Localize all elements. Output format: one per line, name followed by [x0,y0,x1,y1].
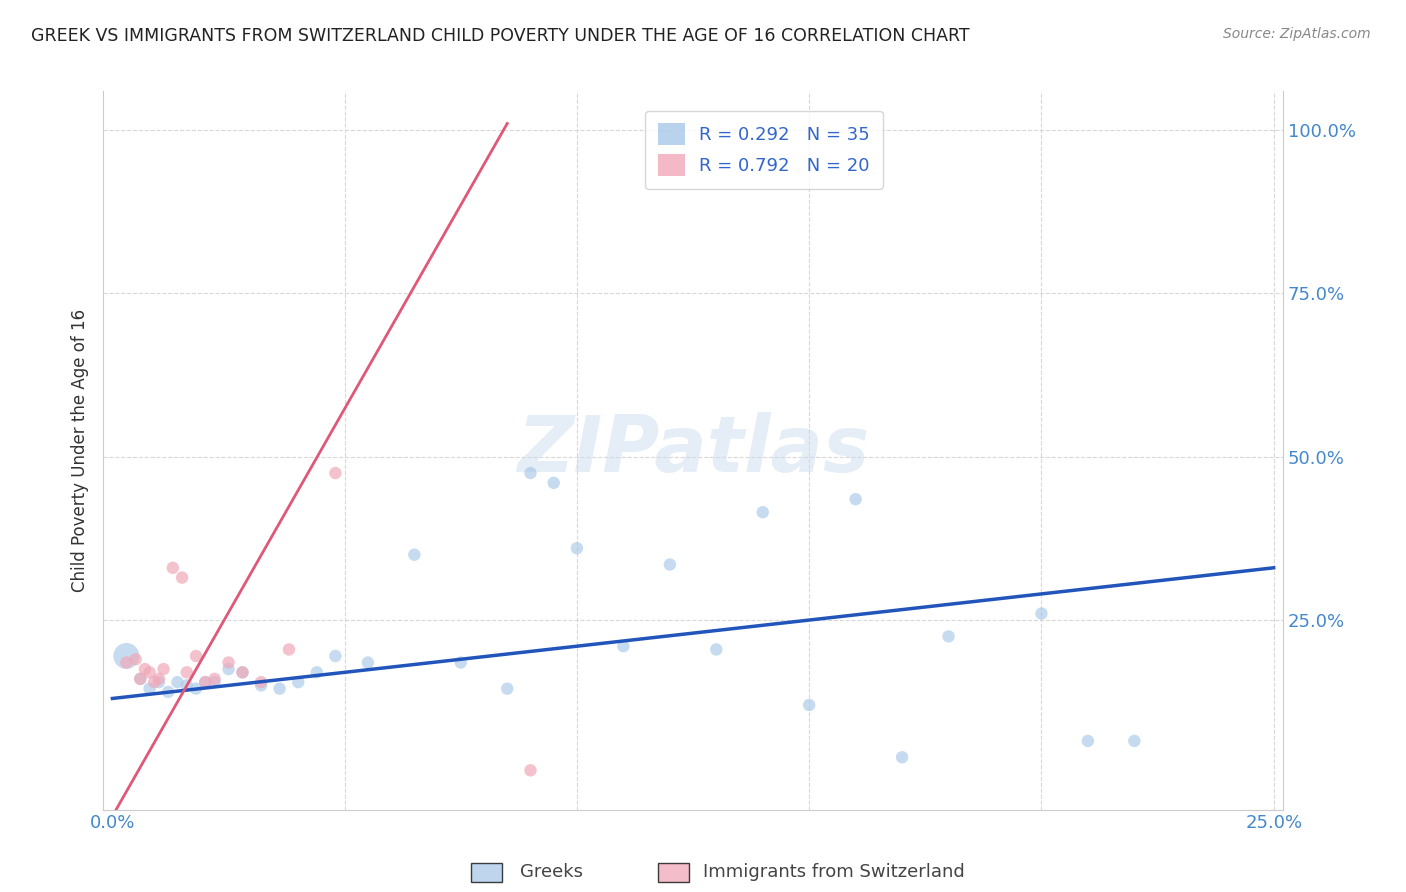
Point [176,665,198,680]
Point [845,492,868,507]
Point [218,662,240,676]
Point [1031,607,1053,621]
Point [519,466,541,480]
Point [357,656,380,670]
Text: ZIPatlas: ZIPatlas [517,412,869,488]
Point [519,764,541,778]
Point [938,629,960,643]
Point [450,656,472,670]
Point [751,505,773,519]
Point [305,665,328,680]
Point [704,642,727,657]
Point [184,648,207,663]
Point [115,656,138,670]
Point [166,675,188,690]
Point [658,558,681,572]
Point [1123,734,1146,748]
Point [129,672,152,686]
Point [231,665,253,680]
Point [129,672,152,686]
Point [148,672,170,686]
Point [162,561,184,575]
Point [138,665,160,680]
Y-axis label: Child Poverty Under the Age of 16: Child Poverty Under the Age of 16 [72,309,89,591]
Point [143,675,166,690]
Point [269,681,291,696]
Point [496,681,519,696]
Text: Greeks: Greeks [520,863,583,881]
Point [543,475,565,490]
Point [278,642,301,657]
Point [115,648,138,663]
Point [287,675,309,690]
Text: Source: ZipAtlas.com: Source: ZipAtlas.com [1223,27,1371,41]
Point [891,750,914,764]
Point [404,548,426,562]
Point [204,672,226,686]
Point [218,656,240,670]
Point [325,648,347,663]
Point [799,698,821,712]
Point [172,571,194,585]
Point [250,675,273,690]
Point [1077,734,1099,748]
Point [134,662,156,676]
Point [325,466,347,480]
Text: Immigrants from Switzerland: Immigrants from Switzerland [703,863,965,881]
Text: GREEK VS IMMIGRANTS FROM SWITZERLAND CHILD POVERTY UNDER THE AGE OF 16 CORRELATI: GREEK VS IMMIGRANTS FROM SWITZERLAND CHI… [31,27,970,45]
Point [612,639,634,653]
Legend: R = 0.292   N = 35, R = 0.792   N = 20: R = 0.292 N = 35, R = 0.792 N = 20 [645,111,883,189]
Point [176,678,198,692]
Point [204,675,226,690]
Point [152,662,174,676]
Point [148,675,170,690]
Point [138,681,160,696]
Point [194,675,217,690]
Point [184,681,207,696]
Point [565,541,588,556]
Point [194,675,217,690]
Point [250,678,273,692]
Point [124,652,146,666]
Point [157,685,180,699]
Point [231,665,253,680]
